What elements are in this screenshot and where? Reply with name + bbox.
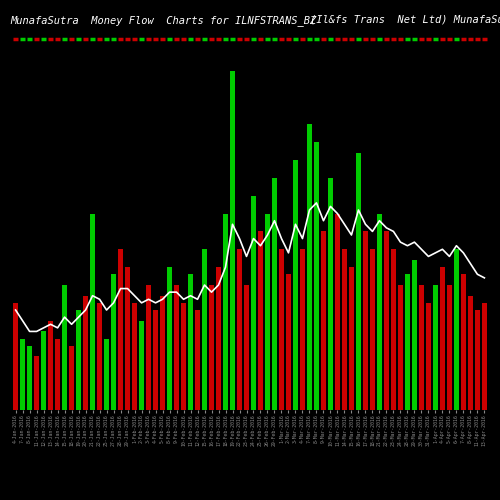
Bar [350, 267, 354, 410]
Bar [112, 274, 116, 410]
Bar [336, 214, 340, 410]
Bar [468, 296, 472, 410]
Bar [454, 250, 458, 410]
Bar [476, 310, 480, 410]
Bar [182, 303, 186, 410]
Bar [398, 285, 402, 410]
Bar [448, 285, 452, 410]
Bar [154, 310, 158, 410]
Bar [56, 338, 60, 410]
Bar [426, 303, 430, 410]
Bar [14, 303, 18, 410]
Bar [440, 267, 444, 410]
Bar [328, 178, 332, 410]
Bar [482, 303, 486, 410]
Text: MunafaSutra  Money Flow  Charts for ILNFSTRANS_BZ: MunafaSutra Money Flow Charts for ILNFST… [10, 15, 316, 26]
Bar [420, 285, 424, 410]
Bar [258, 232, 262, 410]
Bar [160, 296, 164, 410]
Bar [132, 303, 136, 410]
Bar [314, 142, 318, 410]
Bar [230, 70, 234, 410]
Bar [370, 250, 374, 410]
Bar [224, 214, 228, 410]
Bar [322, 232, 326, 410]
Bar [216, 267, 220, 410]
Bar [210, 285, 214, 410]
Bar [42, 332, 46, 410]
Bar [364, 232, 368, 410]
Bar [118, 250, 122, 410]
Bar [300, 250, 304, 410]
Bar [434, 285, 438, 410]
Bar [406, 274, 409, 410]
Bar [356, 153, 360, 410]
Bar [238, 250, 242, 410]
Bar [48, 320, 52, 410]
Bar [98, 303, 102, 410]
Bar [392, 250, 396, 410]
Bar [244, 285, 248, 410]
Bar [70, 346, 73, 410]
Bar [202, 250, 206, 410]
Bar [280, 250, 283, 410]
Bar [272, 178, 276, 410]
Bar [384, 232, 388, 410]
Bar [62, 285, 66, 410]
Bar [34, 356, 38, 410]
Bar [462, 274, 466, 410]
Bar [168, 267, 172, 410]
Bar [266, 214, 270, 410]
Bar [140, 320, 143, 410]
Bar [104, 338, 108, 410]
Bar [342, 250, 346, 410]
Bar [146, 285, 150, 410]
Bar [378, 214, 382, 410]
Bar [126, 267, 130, 410]
Bar [84, 296, 87, 410]
Bar [20, 338, 24, 410]
Bar [252, 196, 256, 410]
Bar [76, 310, 80, 410]
Bar [90, 214, 94, 410]
Bar [28, 346, 32, 410]
Bar [188, 274, 192, 410]
Bar [412, 260, 416, 410]
Bar [196, 310, 200, 410]
Bar [286, 274, 290, 410]
Bar [294, 160, 298, 410]
Bar [174, 285, 178, 410]
Text: (Il&fs Trans  Net Ltd) MunafaSutra.com: (Il&fs Trans Net Ltd) MunafaSutra.com [310, 15, 500, 25]
Bar [308, 124, 312, 410]
